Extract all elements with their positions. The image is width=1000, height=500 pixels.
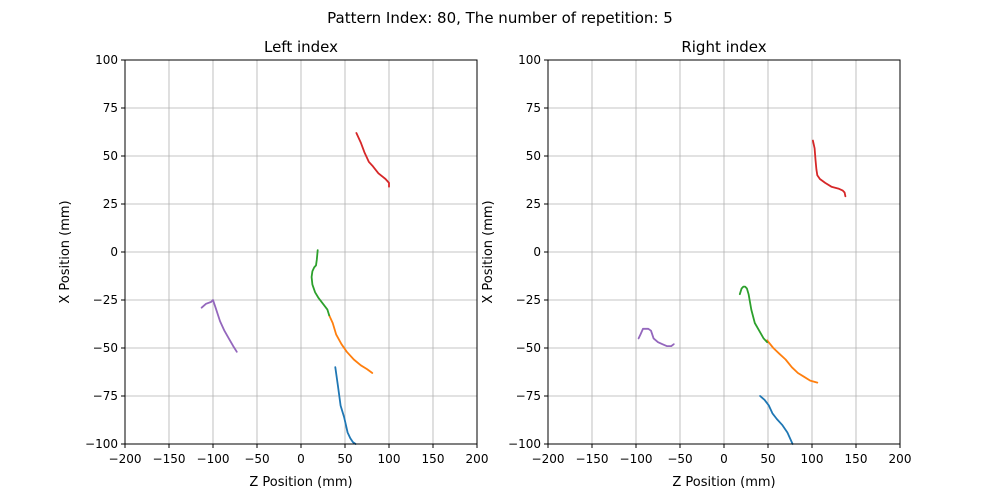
left-trajectory-blue: [334, 366, 357, 445]
left-x-tick-label: 100: [378, 452, 401, 466]
left-y-tick-label: −100: [85, 437, 118, 451]
right-y-tick-label: −50: [516, 341, 541, 355]
right-y-tick-label: 75: [526, 101, 541, 115]
figure-title: Pattern Index: 80, The number of repetit…: [327, 9, 673, 27]
right-x-axis-label: Z Position (mm): [672, 475, 775, 490]
left-y-tick-label: 0: [110, 245, 118, 259]
right-x-tick-label: 150: [845, 452, 868, 466]
right-trajectory-purple: [637, 327, 675, 348]
right-trajectory-green: [738, 285, 768, 344]
left-trajectory-green: [310, 249, 331, 317]
left-x-axis-label: Z Position (mm): [249, 475, 352, 490]
right-x-tick-label: −200: [532, 452, 565, 466]
left-x-tick-label: 50: [337, 452, 352, 466]
right-y-tick-label: 100: [518, 53, 541, 67]
right-y-tick-label: 25: [526, 197, 541, 211]
right-trajectory-orange: [766, 339, 819, 384]
left-trajectory-red: [355, 132, 390, 188]
right-y-tick-label: −75: [516, 389, 541, 403]
right-trajectory-blue: [759, 395, 794, 445]
left-y-tick-label: −25: [93, 293, 118, 307]
left-y-tick-label: −75: [93, 389, 118, 403]
right-y-tick-label: −100: [508, 437, 541, 451]
right-y-tick-label: −25: [516, 293, 541, 307]
left-y-tick-label: −50: [93, 341, 118, 355]
right-trajectory-red: [812, 139, 847, 198]
right-x-tick-label: −150: [576, 452, 609, 466]
right-x-tick-label: 100: [801, 452, 824, 466]
right-x-tick-label: 200: [889, 452, 912, 466]
left-trajectory-purple: [200, 299, 238, 353]
left-panel-title: Left index: [264, 38, 338, 56]
left-y-tick-label: 25: [103, 197, 118, 211]
left-x-tick-label: 200: [466, 452, 489, 466]
right-y-axis-label: X Position (mm): [481, 200, 496, 303]
left-x-tick-label: 150: [422, 452, 445, 466]
left-y-axis-label: X Position (mm): [58, 200, 73, 303]
right-x-tick-label: 0: [720, 452, 728, 466]
right-x-tick-label: −50: [667, 452, 692, 466]
right-y-tick-label: 50: [526, 149, 541, 163]
left-y-tick-label: 50: [103, 149, 118, 163]
right-index-panel: −200 −150 −100 −50 0 50 100 150 200 −100 −75 −50 −25…: [481, 38, 911, 490]
right-x-tick-label: 50: [760, 452, 775, 466]
left-trajectory-orange: [328, 314, 374, 374]
right-x-tick-label: −100: [620, 452, 653, 466]
left-x-tick-label: −200: [109, 452, 142, 466]
left-x-tick-label: −50: [244, 452, 269, 466]
left-x-tick-label: 0: [297, 452, 305, 466]
left-y-tick-label: 75: [103, 101, 118, 115]
right-y-tick-label: 0: [533, 245, 541, 259]
left-x-tick-label: −150: [153, 452, 186, 466]
right-panel-title: Right index: [681, 38, 766, 56]
left-y-tick-label: 100: [95, 53, 118, 67]
left-index-panel: −200 −150 −100 −50 0 50 100 150 200 −100 −75 −50 −25…: [58, 38, 488, 490]
left-x-tick-label: −100: [197, 452, 230, 466]
